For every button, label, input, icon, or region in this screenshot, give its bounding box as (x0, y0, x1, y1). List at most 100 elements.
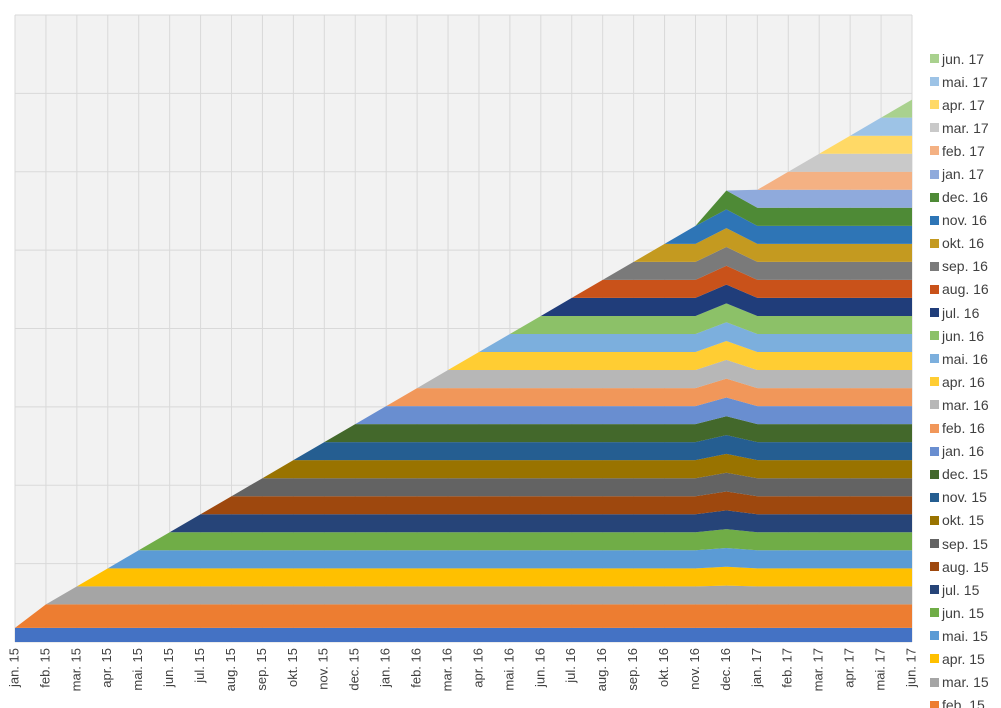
x-tick-label: jan. 16 (378, 648, 393, 688)
legend-swatch (930, 492, 939, 502)
legend-swatch (930, 562, 939, 572)
legend-entry: okt. 15 (930, 509, 1001, 532)
legend-swatch (930, 700, 939, 708)
area-series (15, 585, 912, 628)
x-tick-label: jul. 15 (192, 648, 207, 684)
x-tick-label: apr. 15 (99, 648, 114, 688)
legend-swatch (930, 423, 939, 433)
x-tick-label: apr. 16 (470, 648, 485, 688)
legend-label: sep. 15 (942, 535, 988, 552)
legend-label: mai. 15 (942, 627, 988, 644)
area-series (15, 529, 912, 628)
legend-label: okt. 15 (942, 512, 985, 529)
legend-entry: dec. 16 (930, 186, 1001, 209)
legend-label: dec. 15 (942, 466, 988, 483)
legend-entry: okt. 16 (930, 232, 1001, 255)
legend-swatch (930, 77, 939, 87)
legend-entry: jul. 15 (930, 578, 1001, 601)
legend-swatch (930, 677, 939, 687)
x-tick-label: feb. 15 (37, 648, 52, 688)
legend-entry: jun. 17 (930, 47, 1001, 70)
legend-entry: mai. 17 (930, 70, 1001, 93)
legend-label: feb. 15 (942, 697, 985, 708)
legend-entry: mar. 15 (930, 671, 1001, 694)
legend-entry: feb. 16 (930, 417, 1001, 440)
legend-entry: sep. 15 (930, 532, 1001, 555)
legend-swatch (930, 515, 939, 525)
legend-swatch (930, 539, 939, 549)
legend-swatch (930, 261, 939, 271)
legend-label: nov. 15 (942, 489, 987, 506)
legend-swatch (930, 469, 939, 479)
legend-entry: feb. 15 (930, 694, 1001, 708)
legend-entry: apr. 16 (930, 370, 1001, 393)
area-series (15, 359, 912, 628)
legend-entry: mar. 16 (930, 393, 1001, 416)
legend: jun. 17 mai. 17 apr. 17 mar. 17 feb. 17 jan. … (930, 47, 1001, 708)
legend-entry: nov. 15 (930, 486, 1001, 509)
legend-label: jul. 16 (942, 304, 980, 321)
x-tick-label: mai. 17 (873, 648, 888, 691)
legend-swatch (930, 123, 939, 133)
legend-label: jan. 16 (942, 443, 985, 460)
x-tick-label: aug. 15 (223, 648, 238, 691)
area-series (15, 627, 912, 642)
legend-label: aug. 15 (942, 558, 989, 575)
legend-label: jun. 16 (942, 327, 985, 344)
legend-entry: aug. 16 (930, 278, 1001, 301)
legend-label: jun. 17 (942, 50, 985, 67)
legend-swatch (930, 100, 939, 110)
legend-swatch (930, 585, 939, 595)
plot-area: jan. 15 feb. 15 mar. 15 apr. 15 mai. 15 jun. … (6, 14, 918, 691)
legend-entry: dec. 15 (930, 463, 1001, 486)
legend-label: feb. 17 (942, 142, 985, 159)
x-tick-label: nov. 16 (687, 648, 702, 690)
legend-entry: feb. 17 (930, 139, 1001, 162)
x-tick-label: mai. 16 (501, 648, 516, 691)
area-series (15, 416, 912, 628)
legend-label: mar. 15 (942, 674, 989, 691)
legend-swatch (930, 146, 939, 156)
x-tick-label: dec. 15 (347, 648, 362, 691)
legend-label: jul. 15 (942, 581, 980, 598)
legend-entry: mar. 17 (930, 116, 1001, 139)
x-tick-label: dec. 16 (718, 648, 733, 691)
legend-label: apr. 16 (942, 373, 985, 390)
legend-label: mar. 17 (942, 119, 989, 136)
x-tick-label: jul. 16 (563, 648, 578, 684)
x-tick-label: mar. 16 (439, 648, 454, 691)
legend-entry: apr. 15 (930, 647, 1001, 670)
legend-label: mai. 16 (942, 350, 988, 367)
legend-entry: jun. 15 (930, 601, 1001, 624)
legend-entry: jun. 16 (930, 324, 1001, 347)
legend-entry: mai. 16 (930, 347, 1001, 370)
x-tick-label: sep. 16 (625, 648, 640, 691)
legend-swatch (930, 169, 939, 179)
legend-label: okt. 16 (942, 235, 985, 252)
legend-label: mar. 16 (942, 396, 989, 413)
legend-label: mai. 17 (942, 73, 988, 90)
legend-swatch (930, 400, 939, 410)
legend-swatch (930, 631, 939, 641)
area-series (15, 491, 912, 628)
legend-swatch (930, 215, 939, 225)
legend-entry: nov. 16 (930, 209, 1001, 232)
legend-label: aug. 16 (942, 281, 989, 298)
legend-swatch (930, 354, 939, 364)
x-tick-label: jan. 17 (749, 648, 764, 688)
legend-entry: mai. 15 (930, 624, 1001, 647)
area-series (15, 510, 912, 628)
area-series (15, 547, 912, 628)
legend-label: sep. 16 (942, 258, 988, 275)
x-tick-label: jun. 15 (161, 648, 176, 688)
x-tick-label: nov. 15 (316, 648, 331, 690)
legend-swatch (930, 377, 939, 387)
legend-label: feb. 16 (942, 420, 985, 437)
x-tick-label: mar. 17 (811, 648, 826, 691)
legend-entry: jan. 16 (930, 440, 1001, 463)
area-series (15, 566, 912, 628)
legend-swatch (930, 608, 939, 618)
legend-label: jan. 17 (942, 166, 985, 183)
x-tick-label: jun. 16 (532, 648, 547, 688)
